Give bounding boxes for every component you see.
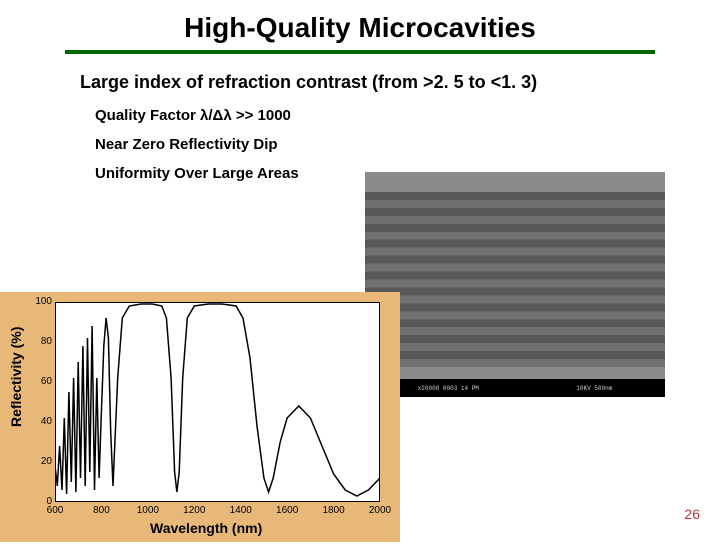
sem-infobar: x20000 0003 14 PM 10KV 500nm — [365, 379, 665, 397]
x-tick-label: 1200 — [179, 505, 209, 516]
subtitle: Large index of refraction contrast (from… — [80, 72, 720, 93]
title-underline — [65, 50, 655, 54]
sem-info-left: x20000 0003 14 PM — [418, 385, 479, 392]
sem-layers — [365, 192, 665, 367]
x-tick-label: 1800 — [319, 505, 349, 516]
reflectivity-chart: Reflectivity (%) Wavelength (nm) 0204060… — [0, 292, 400, 542]
chart-line — [55, 302, 380, 502]
x-tick-label: 2000 — [365, 505, 395, 516]
x-tick-label: 800 — [86, 505, 116, 516]
x-axis-label: Wavelength (nm) — [150, 520, 262, 536]
x-tick-label: 1600 — [272, 505, 302, 516]
y-tick-label: 60 — [27, 376, 52, 387]
bullet-list: Quality Factor λ/Δλ >> 1000 Near Zero Re… — [95, 107, 720, 182]
page-number: 26 — [684, 506, 700, 522]
y-tick-label: 80 — [27, 336, 52, 347]
bullet-item: Quality Factor λ/Δλ >> 1000 — [95, 107, 720, 124]
y-tick-label: 20 — [27, 456, 52, 467]
page-title: High-Quality Microcavities — [0, 12, 720, 44]
x-tick-label: 600 — [40, 505, 70, 516]
sem-info-right: 10KV 500nm — [576, 385, 612, 392]
y-axis-label: Reflectivity (%) — [8, 327, 24, 427]
x-tick-label: 1000 — [133, 505, 163, 516]
x-tick-label: 1400 — [226, 505, 256, 516]
y-tick-label: 100 — [27, 296, 52, 307]
sem-micrograph: x20000 0003 14 PM 10KV 500nm — [365, 172, 665, 397]
bullet-item: Near Zero Reflectivity Dip — [95, 136, 720, 153]
y-tick-label: 40 — [27, 416, 52, 427]
